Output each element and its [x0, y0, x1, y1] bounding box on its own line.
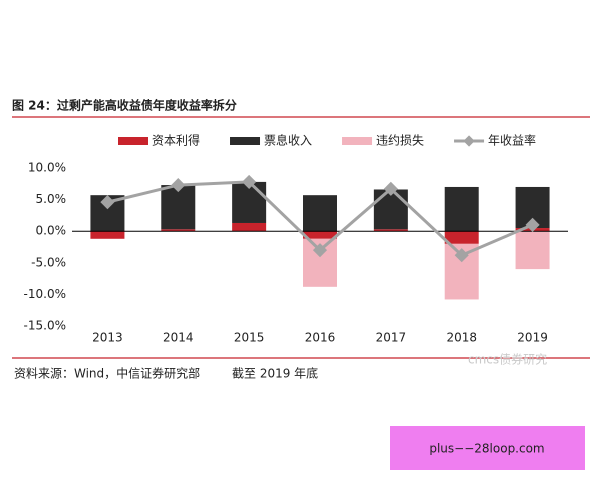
bar [515, 231, 550, 270]
chart-title: 图 24：过剩产能高收益债年度收益率拆分 [12, 98, 237, 113]
watermark: cmcs债券研究 [468, 352, 547, 367]
legend-swatch [118, 137, 148, 145]
bar [90, 231, 125, 239]
x-tick-label: 2018 [446, 331, 477, 345]
line-marker [383, 181, 398, 196]
y-tick-label: 5.0% [36, 192, 67, 206]
bar [232, 222, 267, 232]
bar [161, 229, 196, 232]
line-marker [525, 217, 540, 232]
bar [303, 195, 337, 232]
x-tick-label: 2014 [163, 331, 194, 345]
bar [444, 231, 479, 244]
overlay-text: plus−−28loop.com [429, 442, 544, 456]
legend-label: 资本利得 [152, 133, 200, 148]
y-tick-label: -15.0% [24, 319, 66, 333]
bar [161, 185, 196, 230]
line-marker [312, 243, 328, 258]
y-tick-label: -5.0% [31, 255, 66, 269]
legend-label: 年收益率 [488, 133, 536, 148]
legend-swatch [230, 137, 261, 145]
bar [373, 189, 408, 230]
x-tick-label: 2013 [92, 331, 123, 345]
source: 资料来源：Wind，中信证券研究部 [14, 366, 200, 381]
line-marker [171, 177, 186, 193]
legend-label: 票息收入 [264, 133, 312, 148]
bar [303, 231, 337, 239]
bar [444, 186, 479, 232]
legend-marker [463, 135, 475, 147]
x-tick-label: 2016 [305, 331, 336, 345]
bar [373, 229, 408, 232]
x-tick-label: 2015 [234, 331, 265, 345]
y-tick-label: -10.0% [24, 287, 66, 301]
y-tick-label: 10.0% [28, 161, 66, 175]
overlay-box [390, 426, 585, 470]
legend-label: 违约损失 [376, 133, 424, 148]
y-tick-label: 0.0% [36, 224, 67, 238]
line-marker [454, 248, 469, 263]
note: 截至 2019 年底 [232, 366, 318, 381]
x-tick-label: 2017 [376, 331, 407, 345]
line-marker [242, 174, 257, 189]
x-tick-label: 2019 [517, 331, 548, 345]
legend-swatch [342, 137, 373, 145]
